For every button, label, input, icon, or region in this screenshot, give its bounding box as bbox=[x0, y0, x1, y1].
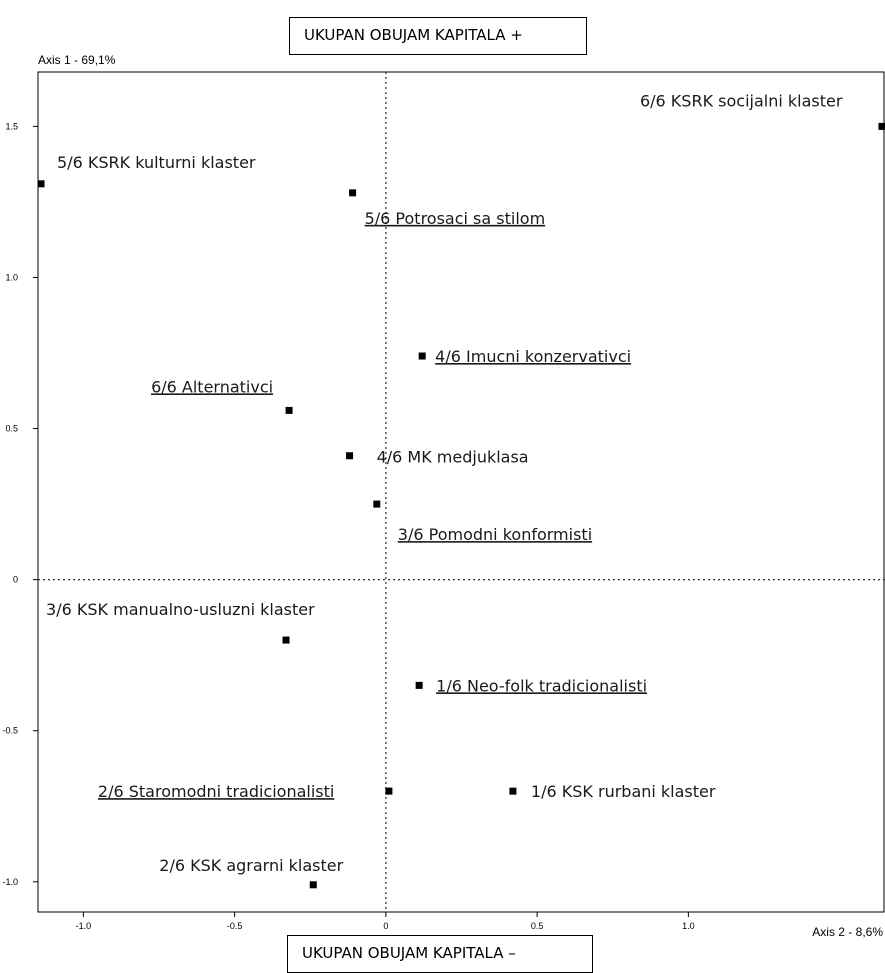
x-tick-label: 0.5 bbox=[531, 921, 544, 931]
data-point-label: 6/6 Alternativci bbox=[151, 377, 273, 396]
x-tick-label: 1.0 bbox=[682, 921, 695, 931]
x-axis-label: Axis 2 - 8,6% bbox=[812, 925, 883, 939]
data-point-marker bbox=[349, 189, 357, 197]
data-point-marker bbox=[418, 352, 426, 360]
data-point-marker bbox=[37, 180, 45, 188]
data-points: 6/6 KSRK socijalni klaster 5/6 KSRK kultu… bbox=[37, 91, 885, 889]
data-point-marker bbox=[309, 881, 317, 889]
axis-ticks: -1.0 -0.5 0 0.5 1.0 -1.0 -0.5 0 0.5 1.0 1.5 bbox=[2, 121, 694, 931]
y-tick-label: 0 bbox=[13, 575, 18, 585]
data-point-marker bbox=[282, 636, 290, 644]
data-point-label: 4/6 Imucni konzervativci bbox=[435, 347, 631, 366]
y-tick-label: -0.5 bbox=[2, 726, 18, 736]
data-point-marker bbox=[346, 452, 354, 460]
data-point-label: 3/6 KSK manualno-usluzni klaster bbox=[46, 600, 315, 619]
reference-lines bbox=[38, 72, 885, 912]
y-tick-label: 1.5 bbox=[5, 121, 18, 131]
data-point-marker bbox=[285, 406, 293, 414]
data-point-label: 2/6 Staromodni tradicionalisti bbox=[98, 782, 334, 801]
data-point-label: 2/6 KSK agrarni klaster bbox=[159, 856, 343, 875]
y-tick-label: 0.5 bbox=[5, 424, 18, 434]
data-point-label: 5/6 Potrosaci sa stilom bbox=[365, 209, 546, 228]
x-tick-label: -0.5 bbox=[227, 921, 243, 931]
data-point-marker bbox=[373, 500, 381, 508]
plot-border bbox=[37, 71, 885, 913]
x-tick-label: -1.0 bbox=[76, 921, 92, 931]
y-axis-label: Axis 1 - 69,1% bbox=[38, 53, 116, 67]
data-point-label: 1/6 Neo-folk tradicionalisti bbox=[436, 676, 647, 695]
plot-frame bbox=[37, 71, 885, 913]
data-point-label: 5/6 KSRK kulturni klaster bbox=[57, 153, 256, 172]
data-point-label: 4/6 MK medjuklasa bbox=[377, 448, 529, 467]
y-tick-label: -1.0 bbox=[2, 877, 18, 887]
x-tick-label: 0 bbox=[383, 921, 388, 931]
data-point-label: 6/6 KSRK socijalni klaster bbox=[640, 91, 843, 110]
data-point-marker bbox=[509, 787, 517, 795]
data-point-label: 3/6 Pomodni konformisti bbox=[398, 525, 592, 544]
data-point-label: 1/6 KSK rurbani klaster bbox=[531, 782, 716, 801]
data-point-marker bbox=[385, 787, 393, 795]
y-tick-label: 1.0 bbox=[5, 272, 18, 282]
data-point-marker bbox=[878, 122, 885, 130]
data-point-marker bbox=[415, 681, 423, 689]
capital-minus-label: UKUPAN OBUJAM KAPITALA – bbox=[287, 935, 593, 973]
capital-plus-label: UKUPAN OBUJAM KAPITALA + bbox=[289, 17, 587, 55]
